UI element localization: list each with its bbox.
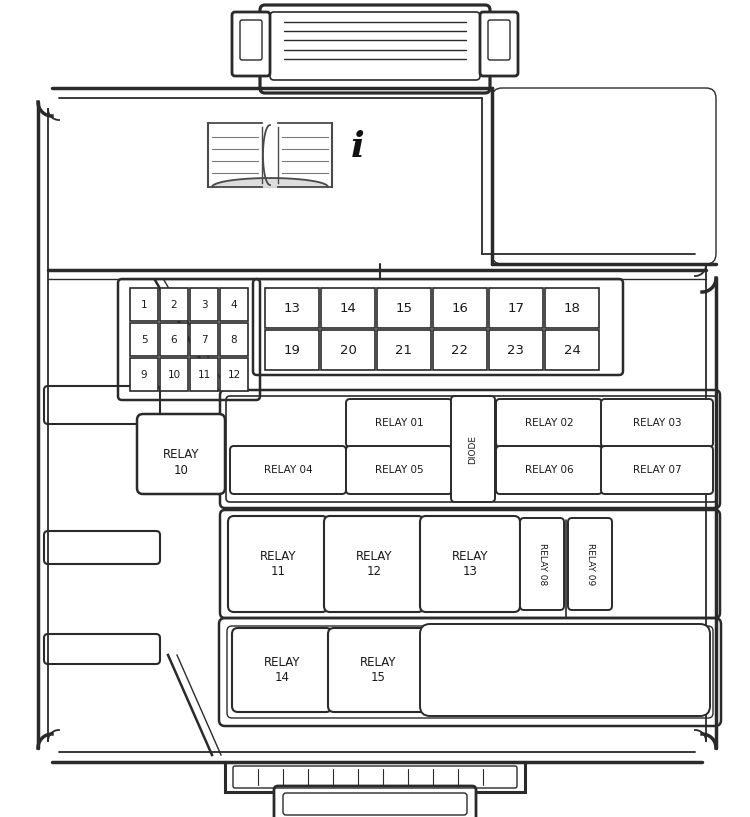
Text: RELAY 01: RELAY 01: [375, 418, 423, 428]
Bar: [433, 330, 487, 370]
Text: 14: 14: [340, 301, 356, 315]
FancyBboxPatch shape: [228, 516, 328, 612]
FancyBboxPatch shape: [346, 399, 452, 447]
Text: RELAY
11: RELAY 11: [260, 550, 296, 578]
Bar: [220, 323, 248, 356]
Bar: [377, 330, 431, 370]
Text: 10: 10: [173, 463, 188, 476]
Bar: [489, 288, 543, 328]
Text: 11: 11: [197, 369, 211, 380]
Bar: [130, 358, 158, 391]
Bar: [265, 330, 319, 370]
Bar: [220, 358, 248, 391]
Text: 7: 7: [201, 334, 207, 345]
Text: 4: 4: [231, 300, 237, 310]
Bar: [190, 358, 218, 391]
FancyBboxPatch shape: [232, 12, 270, 76]
Text: 3: 3: [201, 300, 207, 310]
Text: RELAY
13: RELAY 13: [452, 550, 488, 578]
Text: DIODE: DIODE: [469, 435, 478, 463]
Bar: [321, 288, 375, 328]
FancyBboxPatch shape: [232, 628, 332, 712]
Bar: [489, 330, 543, 370]
Text: RELAY 03: RELAY 03: [633, 418, 681, 428]
Bar: [377, 288, 431, 328]
Text: RELAY
14: RELAY 14: [264, 656, 300, 684]
Text: 6: 6: [171, 334, 177, 345]
FancyBboxPatch shape: [230, 446, 346, 494]
FancyBboxPatch shape: [520, 518, 564, 610]
Bar: [545, 288, 599, 328]
Text: i: i: [351, 130, 364, 164]
Text: 23: 23: [508, 343, 524, 356]
FancyBboxPatch shape: [274, 786, 476, 817]
Text: 18: 18: [563, 301, 580, 315]
FancyBboxPatch shape: [601, 399, 713, 447]
Text: RELAY 08: RELAY 08: [538, 542, 547, 585]
Text: 15: 15: [395, 301, 412, 315]
Text: 16: 16: [452, 301, 469, 315]
FancyBboxPatch shape: [137, 414, 225, 494]
FancyBboxPatch shape: [451, 396, 495, 502]
Bar: [545, 330, 599, 370]
Text: 2: 2: [171, 300, 177, 310]
FancyBboxPatch shape: [44, 386, 160, 424]
FancyBboxPatch shape: [44, 634, 160, 664]
Text: 22: 22: [452, 343, 469, 356]
Text: RELAY
15: RELAY 15: [360, 656, 396, 684]
Bar: [220, 288, 248, 321]
Text: 5: 5: [141, 334, 147, 345]
FancyBboxPatch shape: [260, 5, 490, 93]
Bar: [160, 358, 188, 391]
Text: 8: 8: [231, 334, 237, 345]
Text: 9: 9: [141, 369, 147, 380]
Text: 21: 21: [395, 343, 412, 356]
Text: 17: 17: [508, 301, 524, 315]
Text: 20: 20: [340, 343, 356, 356]
Bar: [265, 288, 319, 328]
FancyBboxPatch shape: [328, 628, 428, 712]
FancyBboxPatch shape: [324, 516, 424, 612]
Bar: [433, 288, 487, 328]
Text: 10: 10: [167, 369, 181, 380]
FancyBboxPatch shape: [44, 531, 160, 564]
Bar: [160, 323, 188, 356]
FancyBboxPatch shape: [568, 518, 612, 610]
Text: RELAY 05: RELAY 05: [375, 465, 423, 475]
Text: RELAY 02: RELAY 02: [525, 418, 573, 428]
Text: 12: 12: [227, 369, 241, 380]
FancyBboxPatch shape: [601, 446, 713, 494]
Polygon shape: [38, 88, 716, 762]
FancyBboxPatch shape: [496, 399, 602, 447]
Bar: [190, 323, 218, 356]
Text: RELAY 06: RELAY 06: [525, 465, 573, 475]
Bar: [160, 288, 188, 321]
FancyBboxPatch shape: [420, 624, 710, 716]
Text: 13: 13: [284, 301, 301, 315]
Bar: [130, 288, 158, 321]
Text: 24: 24: [563, 343, 580, 356]
Text: 19: 19: [284, 343, 301, 356]
Bar: [321, 330, 375, 370]
Bar: [190, 288, 218, 321]
Text: RELAY 04: RELAY 04: [264, 465, 312, 475]
FancyBboxPatch shape: [420, 516, 520, 612]
Bar: [225, 762, 525, 792]
Text: 1: 1: [141, 300, 147, 310]
FancyBboxPatch shape: [480, 12, 518, 76]
FancyBboxPatch shape: [346, 446, 452, 494]
Text: RELAY
12: RELAY 12: [356, 550, 392, 578]
Text: RELAY: RELAY: [163, 448, 200, 461]
Bar: [130, 323, 158, 356]
Text: RELAY 09: RELAY 09: [586, 542, 595, 585]
Text: RELAY 07: RELAY 07: [633, 465, 681, 475]
FancyBboxPatch shape: [496, 446, 602, 494]
